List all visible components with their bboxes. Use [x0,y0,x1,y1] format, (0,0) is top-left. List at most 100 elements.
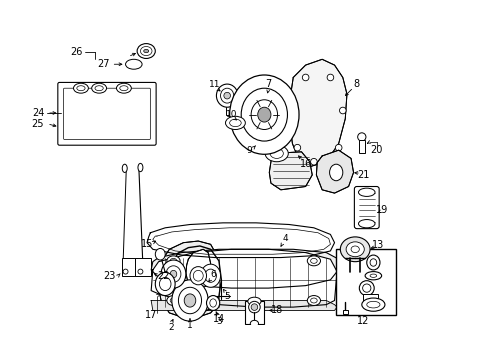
Ellipse shape [366,301,379,308]
Ellipse shape [159,277,171,291]
Ellipse shape [220,88,233,103]
Text: 22: 22 [157,271,169,281]
Ellipse shape [248,301,260,313]
Ellipse shape [170,298,177,303]
Text: 16: 16 [299,159,311,169]
Ellipse shape [306,256,320,266]
Ellipse shape [209,299,216,307]
Text: 26: 26 [70,47,83,57]
Ellipse shape [339,107,346,114]
Ellipse shape [241,122,245,128]
Ellipse shape [216,84,238,107]
Ellipse shape [166,266,181,282]
Ellipse shape [269,149,283,158]
Ellipse shape [293,144,300,151]
Text: 19: 19 [376,204,388,215]
Ellipse shape [170,270,177,278]
Polygon shape [151,249,336,307]
Ellipse shape [77,86,85,91]
FancyBboxPatch shape [58,82,156,145]
Ellipse shape [137,44,155,58]
Text: 11: 11 [208,80,220,89]
Ellipse shape [250,129,269,150]
Ellipse shape [369,274,376,277]
Ellipse shape [171,280,208,321]
Ellipse shape [155,273,175,296]
Bar [122,257,137,276]
Ellipse shape [254,133,265,146]
Text: 24: 24 [32,108,44,118]
Bar [342,310,347,314]
Text: 6: 6 [210,270,216,279]
Ellipse shape [184,294,195,307]
Ellipse shape [166,256,180,266]
Text: 4: 4 [282,234,287,243]
Ellipse shape [229,75,299,154]
Ellipse shape [225,116,245,130]
Ellipse shape [143,49,148,53]
Ellipse shape [92,83,106,93]
Ellipse shape [251,304,257,310]
Ellipse shape [310,158,317,165]
Ellipse shape [310,298,317,303]
Ellipse shape [166,296,180,305]
Ellipse shape [120,86,128,91]
Ellipse shape [369,259,376,266]
Ellipse shape [178,287,201,314]
Ellipse shape [247,297,261,305]
Text: 21: 21 [357,170,369,180]
Bar [244,301,264,324]
Text: 1: 1 [187,321,192,330]
Ellipse shape [350,246,359,253]
Ellipse shape [362,284,370,292]
Ellipse shape [361,298,384,311]
Polygon shape [316,150,353,193]
Text: 20: 20 [370,145,382,155]
Ellipse shape [155,248,165,260]
Ellipse shape [250,320,258,327]
Ellipse shape [287,107,293,114]
Text: 18: 18 [270,305,282,315]
FancyBboxPatch shape [354,186,378,229]
Text: 15: 15 [141,239,153,249]
Ellipse shape [206,296,219,310]
Ellipse shape [241,88,287,141]
Text: 14: 14 [212,314,224,324]
Polygon shape [269,152,312,190]
Ellipse shape [125,59,142,69]
Ellipse shape [170,258,177,263]
Ellipse shape [357,133,365,141]
Ellipse shape [204,269,216,282]
Ellipse shape [264,145,288,162]
Ellipse shape [140,46,152,55]
Ellipse shape [329,164,342,181]
Text: 3: 3 [216,317,222,326]
Bar [358,140,365,153]
Text: 13: 13 [371,240,384,250]
Ellipse shape [326,74,333,81]
Ellipse shape [306,296,320,305]
Bar [363,294,378,302]
Ellipse shape [229,119,241,127]
Text: 23: 23 [103,271,116,281]
Ellipse shape [200,264,220,287]
Bar [336,249,395,315]
Ellipse shape [257,107,270,122]
Polygon shape [288,59,346,167]
Ellipse shape [193,270,203,281]
Ellipse shape [73,83,88,93]
Text: 7: 7 [265,79,271,89]
Ellipse shape [224,92,230,99]
Ellipse shape [310,258,317,263]
Ellipse shape [346,242,364,257]
FancyBboxPatch shape [63,88,150,139]
Polygon shape [151,249,338,288]
Ellipse shape [358,220,374,228]
Text: 17: 17 [144,310,157,320]
Bar [134,257,151,276]
Text: 27: 27 [97,59,109,69]
Text: 25: 25 [32,119,44,129]
Text: 5: 5 [224,292,229,301]
Ellipse shape [366,255,379,270]
Ellipse shape [335,144,341,151]
